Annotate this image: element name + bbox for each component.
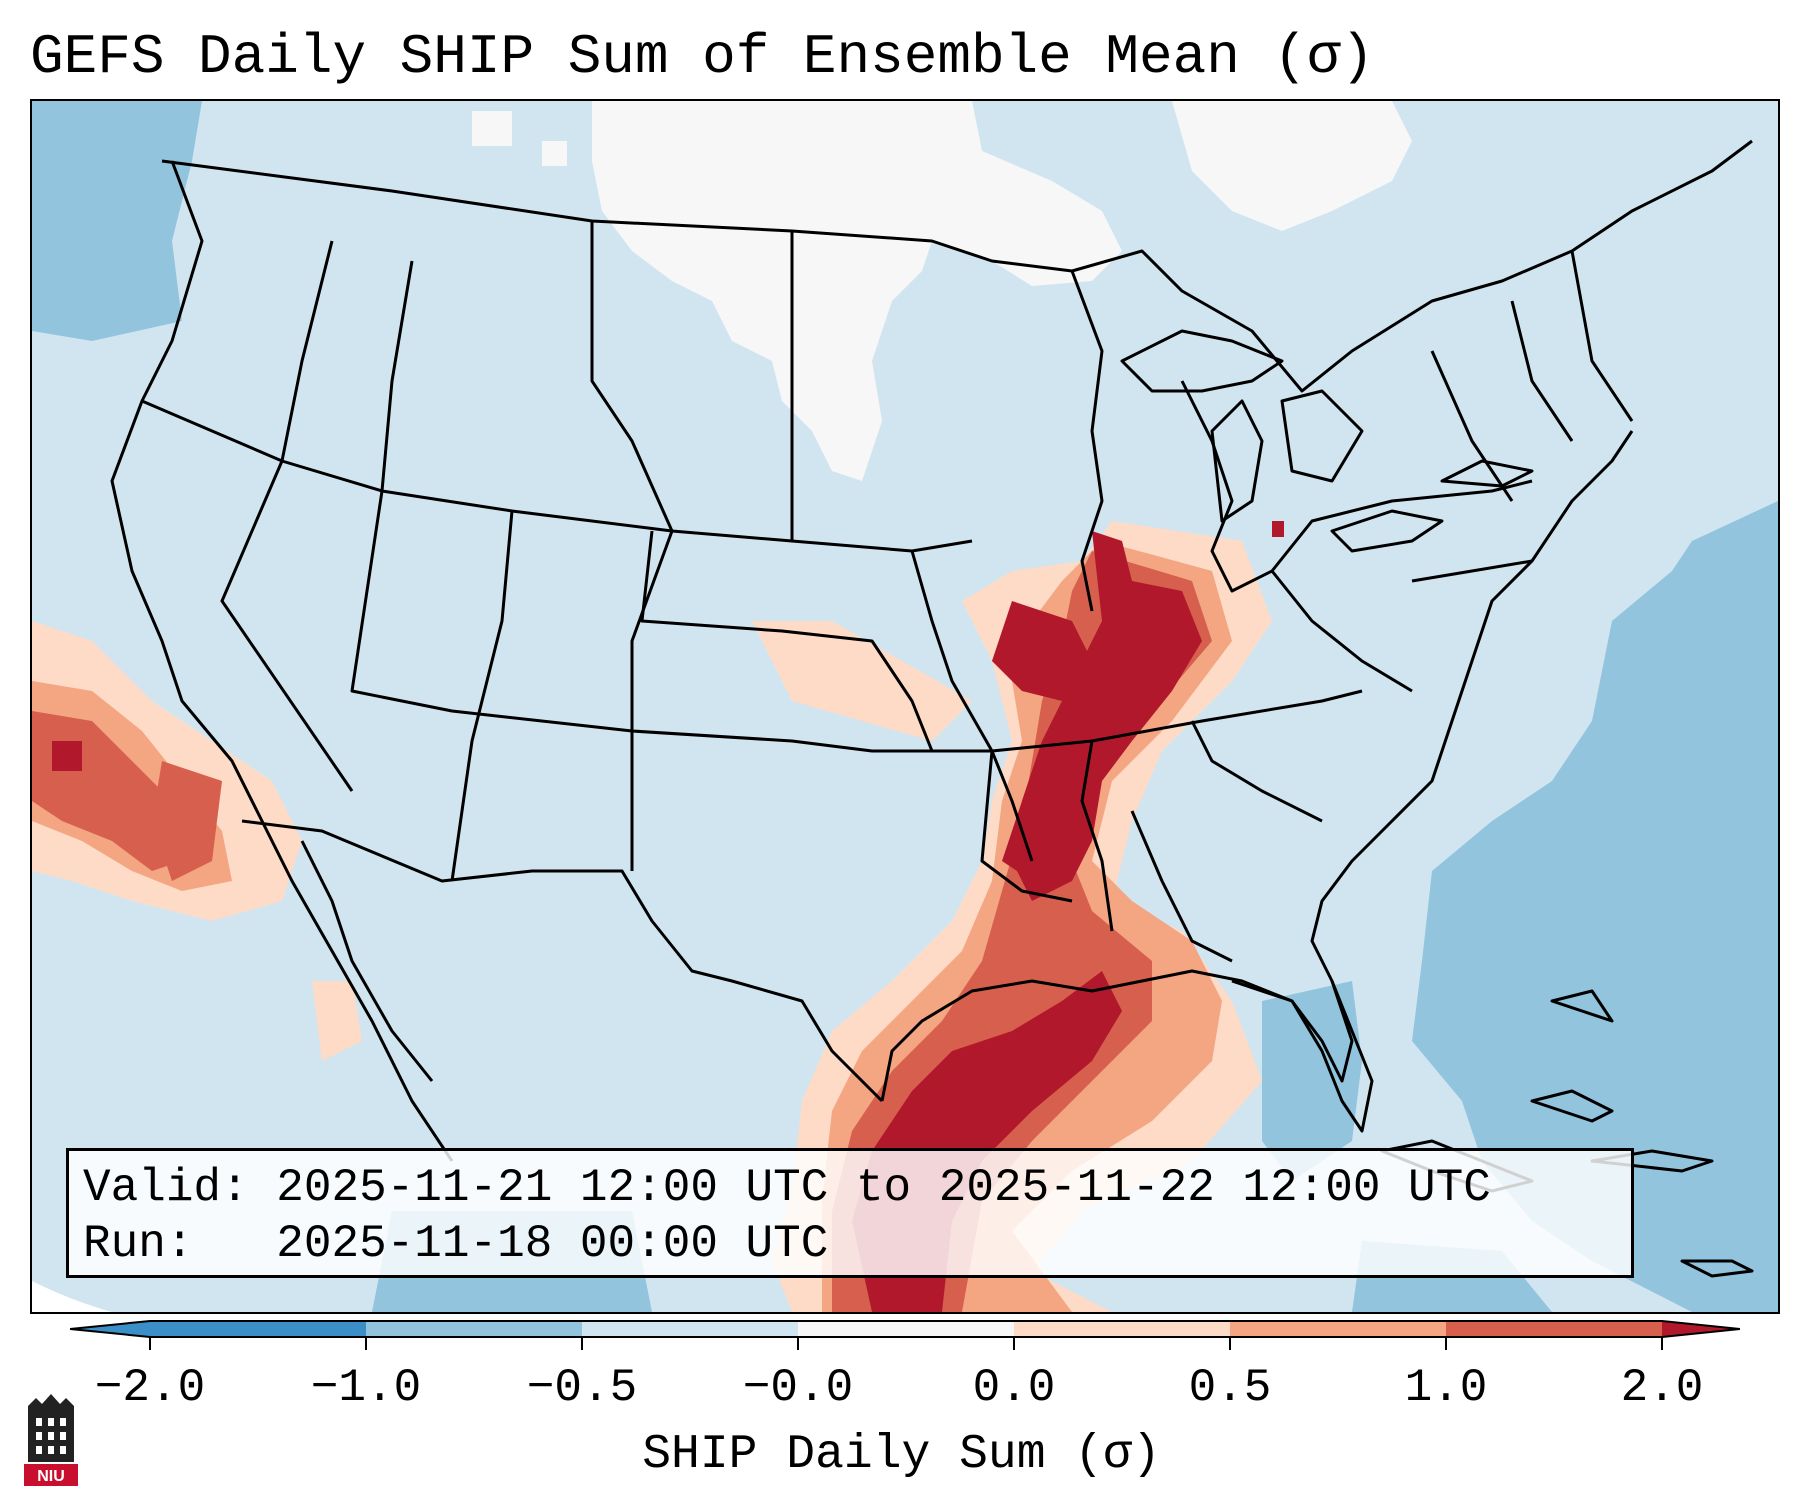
colorbar-segment-2 [366, 1321, 582, 1337]
boundary-lines [110, 139, 1754, 1278]
run-label: Run: [83, 1218, 194, 1270]
chart-title: GEFS Daily SHIP Sum of Ensemble Mean (σ) [30, 25, 1375, 89]
colorbar-segment-5 [1014, 1321, 1230, 1337]
colorbar-segment-1 [150, 1321, 366, 1337]
colorbar-segment-3 [582, 1321, 798, 1337]
valid-label: Valid: [83, 1162, 249, 1214]
niu-logo-text: NIU [37, 1468, 65, 1485]
map-canvas [32, 101, 1778, 1312]
colorbar-tick-label: −1.0 [310, 1362, 422, 1414]
colorbar-tick-label: 0.0 [972, 1362, 1056, 1414]
valid-value: 2025-11-21 12:00 UTC to 2025-11-22 12:00… [276, 1162, 1491, 1214]
colorbar-label: SHIP Daily Sum (σ) [642, 1428, 1161, 1482]
colorbar-segment-4 [798, 1321, 1014, 1337]
colorbar-extend-low [70, 1321, 150, 1337]
run-value: 2025-11-18 00:00 UTC [276, 1218, 829, 1270]
projection-edge [32, 1281, 112, 1312]
colorbar-extend-high [1662, 1321, 1740, 1337]
niu-logo-tower [28, 1394, 74, 1462]
positive-anomaly-gt-2 [52, 521, 1284, 1312]
colorbar-ticks [149, 1337, 1663, 1350]
colorbar-tick-label: −0.0 [742, 1362, 854, 1414]
colorbar [70, 1320, 1740, 1350]
near-zero-region [472, 101, 1412, 481]
colorbar-tick-label: −0.5 [526, 1362, 638, 1414]
map-panel [30, 99, 1780, 1314]
info-box: Valid: 2025-11-21 12:00 UTC to 2025-11-2… [66, 1148, 1634, 1278]
colorbar-tick-label: −2.0 [94, 1362, 206, 1414]
niu-logo: NIU [24, 1394, 78, 1486]
colorbar-tick-label: 0.5 [1188, 1362, 1272, 1414]
colorbar-segment-7 [1446, 1321, 1662, 1337]
colorbar-tick-label: 2.0 [1620, 1362, 1704, 1414]
niu-logo-banner [24, 1464, 78, 1486]
colorbar-tick-label: 1.0 [1404, 1362, 1488, 1414]
colorbar-segment-6 [1230, 1321, 1446, 1337]
